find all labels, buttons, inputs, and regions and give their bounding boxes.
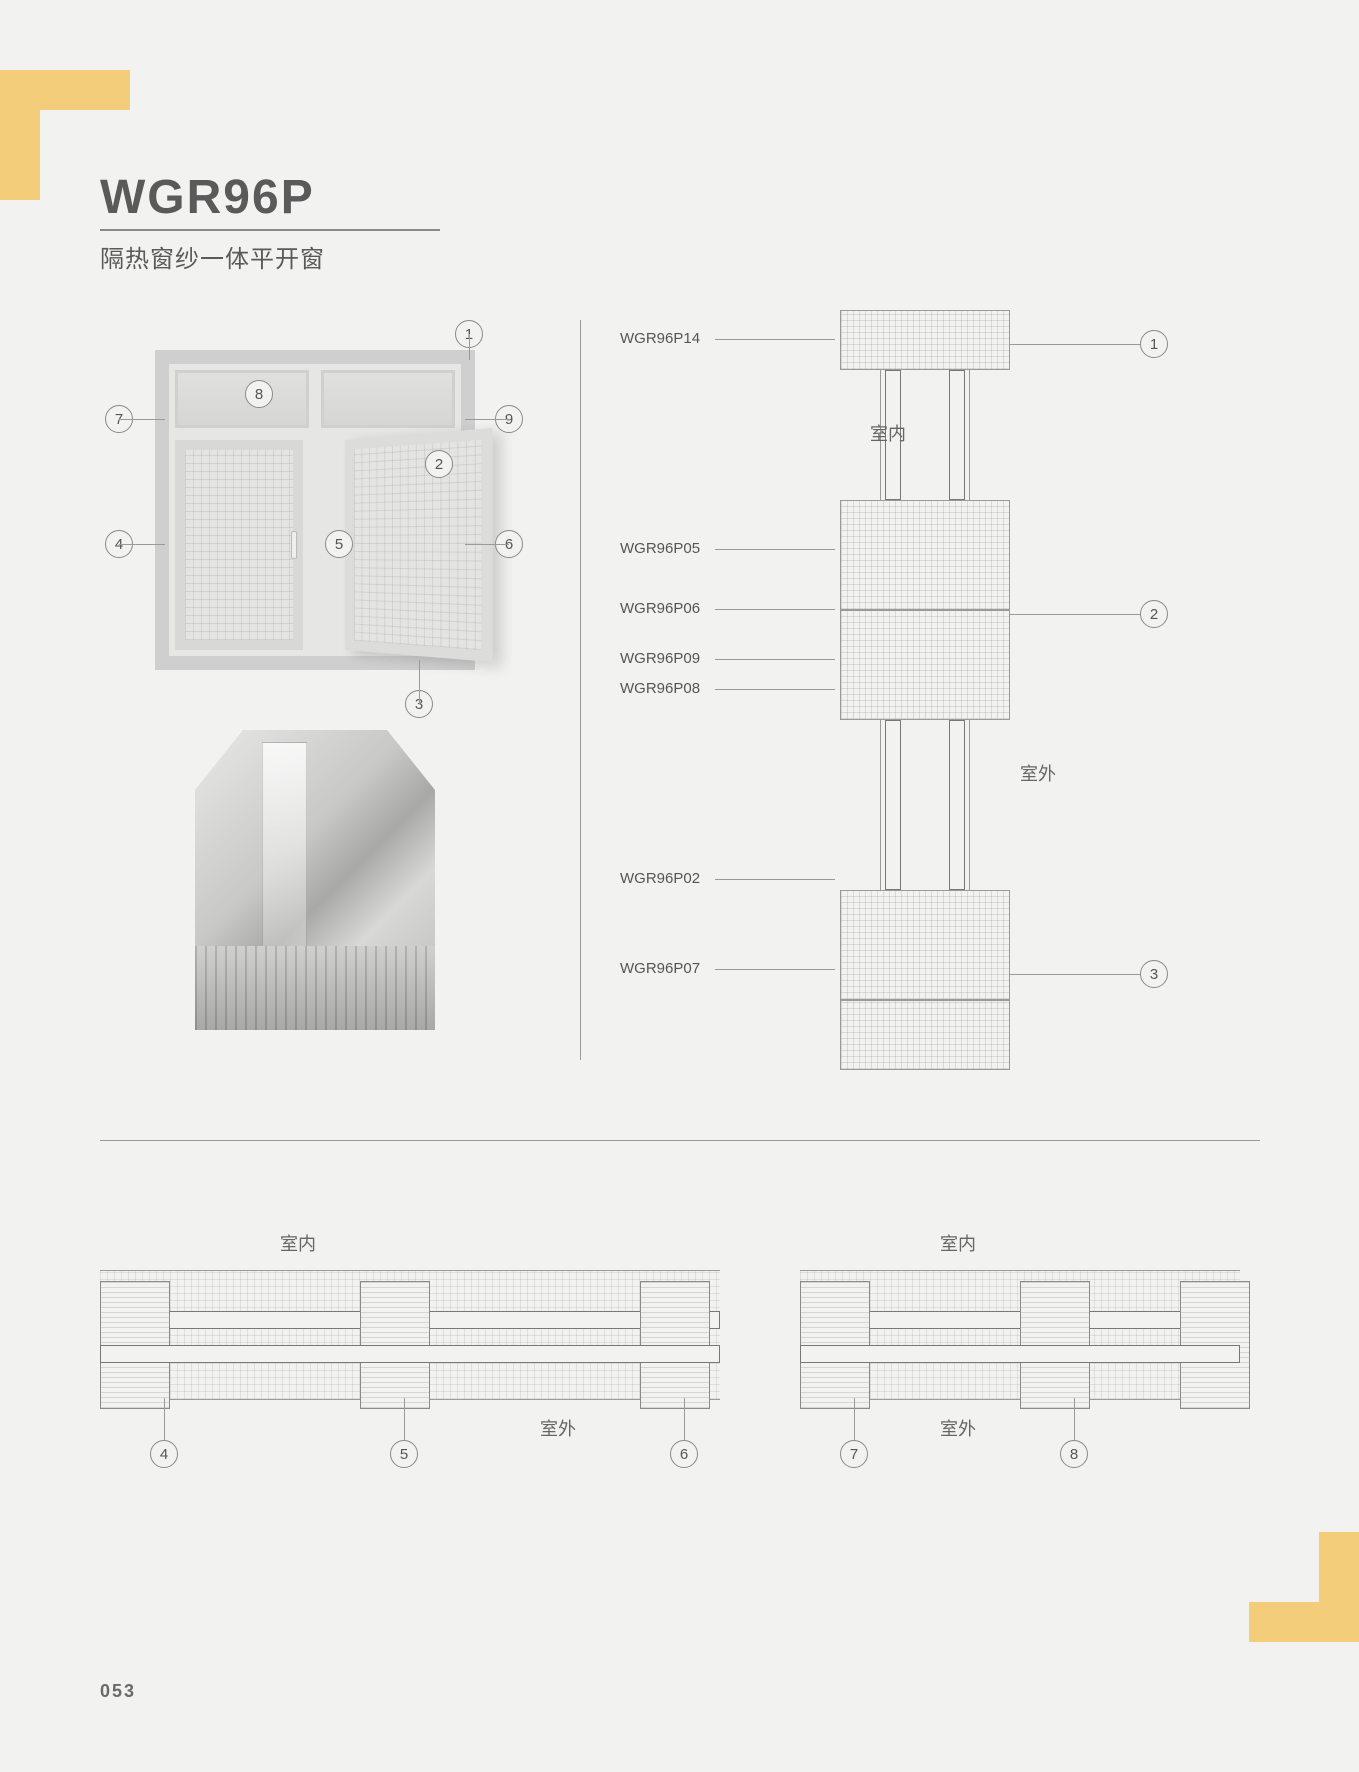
sash-opening bbox=[345, 428, 492, 662]
leader bbox=[684, 1398, 685, 1440]
title-rule bbox=[100, 229, 440, 231]
product-subtitle: 隔热窗纱一体平开窗 bbox=[100, 239, 440, 274]
sash-fixed bbox=[175, 440, 303, 650]
mullion-block bbox=[800, 1281, 870, 1409]
leader bbox=[119, 419, 165, 420]
part-label: WGR96P14 bbox=[620, 330, 700, 347]
callout-3: 3 bbox=[1140, 960, 1168, 988]
callout-6: 6 bbox=[670, 1440, 698, 1468]
outdoor-label: 室外 bbox=[940, 1415, 976, 1441]
page-number: 053 bbox=[100, 1681, 136, 1702]
mullion-block bbox=[360, 1281, 430, 1409]
leader bbox=[1010, 344, 1140, 345]
profile-section-render bbox=[195, 730, 435, 1030]
outdoor-label: 室外 bbox=[1020, 760, 1056, 786]
indoor-label: 室内 bbox=[870, 420, 906, 446]
callout-5: 5 bbox=[390, 1440, 418, 1468]
leader bbox=[715, 659, 835, 660]
callout-7: 7 bbox=[840, 1440, 868, 1468]
callout-2: 2 bbox=[425, 450, 453, 478]
indoor-label: 室内 bbox=[280, 1230, 316, 1256]
leader bbox=[715, 969, 835, 970]
glazing-lower bbox=[880, 720, 970, 890]
callout-2: 2 bbox=[1140, 600, 1168, 628]
window-illustration: 178924563 bbox=[155, 350, 475, 670]
horizontal-section bbox=[100, 1270, 720, 1400]
part-label: WGR96P02 bbox=[620, 870, 700, 887]
outdoor-label: 室外 bbox=[540, 1415, 576, 1441]
sash-row bbox=[169, 434, 461, 656]
part-label: WGR96P07 bbox=[620, 960, 700, 977]
leader bbox=[164, 1398, 165, 1440]
leader bbox=[465, 419, 509, 420]
part-label: WGR96P05 bbox=[620, 540, 700, 557]
leader bbox=[469, 334, 470, 360]
callout-5: 5 bbox=[325, 530, 353, 558]
part-label: WGR96P06 bbox=[620, 600, 700, 617]
horizontal-section bbox=[800, 1270, 1240, 1400]
window-frame bbox=[155, 350, 475, 670]
part-label: WGR96P09 bbox=[620, 650, 700, 667]
indoor-label: 室内 bbox=[940, 1230, 976, 1256]
transom-pane-right bbox=[321, 370, 455, 428]
leader bbox=[715, 689, 835, 690]
mullion-block bbox=[1180, 1281, 1250, 1409]
leader bbox=[404, 1398, 405, 1440]
leader bbox=[119, 544, 165, 545]
leader bbox=[419, 660, 420, 704]
mullion-block bbox=[640, 1281, 710, 1409]
profile-meeting bbox=[840, 610, 1010, 720]
leader bbox=[715, 879, 835, 880]
upper-region: 178924563 WGR96P14WGR96P05WGR96P06WGR96P… bbox=[100, 310, 1260, 1090]
profile-sill-upper bbox=[840, 890, 1010, 1000]
mullion-block bbox=[100, 1281, 170, 1409]
profile-head bbox=[840, 310, 1010, 370]
leader bbox=[465, 544, 509, 545]
leader bbox=[715, 549, 835, 550]
profile-transom bbox=[840, 500, 1010, 610]
callout-8: 8 bbox=[1060, 1440, 1088, 1468]
profile-sill-lower bbox=[840, 1000, 1010, 1070]
vertical-divider bbox=[580, 320, 581, 1060]
leader bbox=[1010, 974, 1140, 975]
leader bbox=[715, 339, 835, 340]
corner-accent-bottom-right bbox=[1249, 1532, 1359, 1642]
transom-row bbox=[169, 364, 461, 434]
leader bbox=[854, 1398, 855, 1440]
window-handle bbox=[291, 531, 297, 559]
section-column bbox=[840, 310, 1010, 1070]
leader bbox=[1010, 614, 1140, 615]
mullion-block bbox=[1020, 1281, 1090, 1409]
part-label: WGR96P08 bbox=[620, 680, 700, 697]
callout-4: 4 bbox=[150, 1440, 178, 1468]
transom-pane-left bbox=[175, 370, 309, 428]
product-code: WGR96P bbox=[100, 170, 440, 225]
title-block: WGR96P 隔热窗纱一体平开窗 bbox=[100, 170, 440, 274]
callout-1: 1 bbox=[1140, 330, 1168, 358]
vertical-section-drawing: WGR96P14WGR96P05WGR96P06WGR96P09WGR96P08… bbox=[670, 310, 1210, 1070]
horizontal-divider bbox=[100, 1140, 1260, 1141]
lower-region: 456 78 室内室外室内室外 bbox=[100, 1240, 1260, 1500]
leader bbox=[1074, 1398, 1075, 1440]
leader bbox=[715, 609, 835, 610]
callout-8: 8 bbox=[245, 380, 273, 408]
